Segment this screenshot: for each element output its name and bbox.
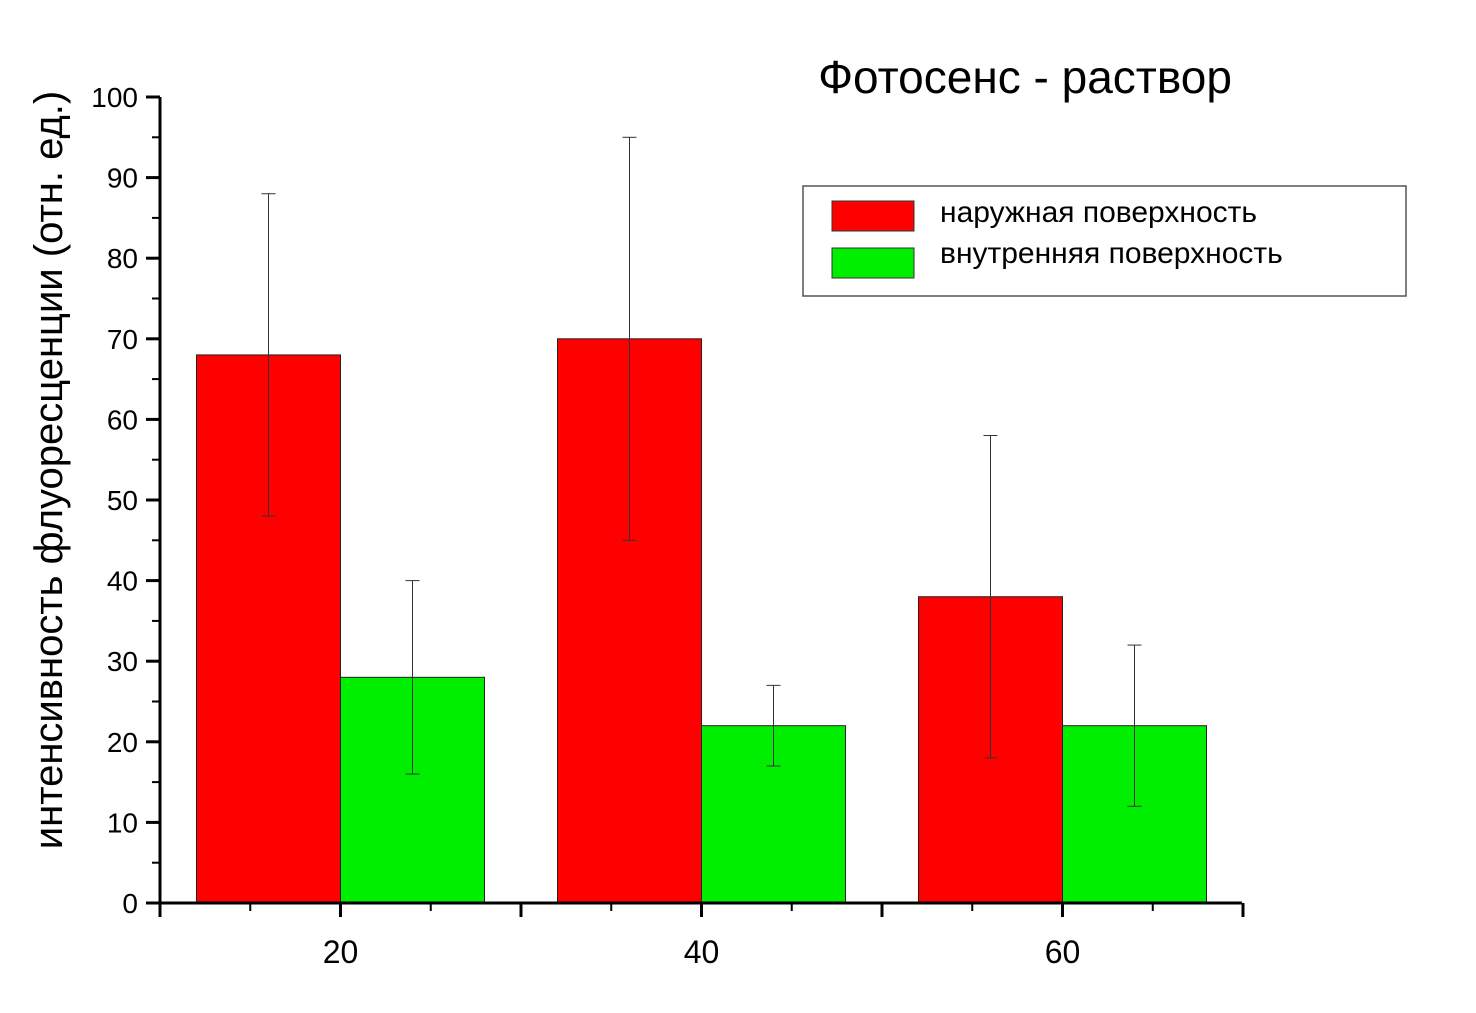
legend-label-inner-surface: внутренняя поверхность (940, 237, 1283, 270)
y-tick-label-90: 90 (107, 163, 138, 194)
y-tick-label-60: 60 (107, 404, 138, 435)
x-tick-label-60: 60 (1045, 934, 1081, 970)
legend-swatch-inner-surface (831, 247, 915, 279)
y-tick-label-0: 0 (122, 888, 138, 919)
y-tick-label-10: 10 (107, 807, 138, 838)
x-tick-label-20: 20 (323, 934, 359, 970)
plot-area: 0 10 20 30 40 50 60 70 80 90 100 20 40 60 (91, 82, 1245, 970)
legend-swatch-outer-surface (831, 200, 915, 232)
y-tick-label-50: 50 (107, 485, 138, 516)
chart-title: Фотосенс - раствор (818, 51, 1232, 103)
y-tick-label-80: 80 (107, 243, 138, 274)
legend-label-outer-surface: наружная поверхность (940, 196, 1257, 229)
legend: наружная поверхность внутренняя поверхно… (802, 185, 1407, 297)
y-tick-label-30: 30 (107, 646, 138, 677)
y-axis-label: интенсивность флуоресценции (отн. ед.) (27, 91, 71, 849)
y-tick-label-100: 100 (91, 82, 138, 113)
y-tick-label-40: 40 (107, 566, 138, 597)
x-tick-label-40: 40 (684, 934, 720, 970)
y-tick-label-20: 20 (107, 727, 138, 758)
y-tick-label-70: 70 (107, 324, 138, 355)
